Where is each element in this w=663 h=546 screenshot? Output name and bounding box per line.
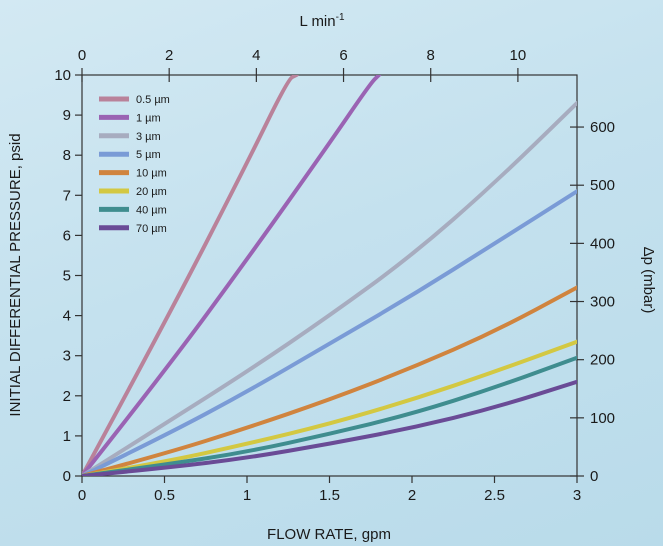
y-tick-label: 6 (63, 227, 71, 244)
series-line (82, 379, 577, 476)
series-line (82, 285, 577, 476)
y-tick-label: 0 (63, 468, 71, 485)
x-tick-label: 2.5 (484, 487, 505, 504)
x-tick-label: 0 (78, 487, 86, 504)
legend-label: 40 µm (136, 204, 167, 216)
y-tick-label: 3 (63, 348, 71, 365)
y-tick-label: 8 (63, 147, 71, 164)
x-axis-title: FLOW RATE, gpm (267, 526, 391, 543)
y2-tick-label: 500 (590, 177, 615, 194)
y2-axis-title: Δp (mbar) (640, 247, 657, 314)
legend-label: 1 µm (136, 112, 161, 124)
x2-tick-label: 0 (78, 47, 86, 64)
legend-label: 70 µm (136, 223, 167, 235)
y-tick-label: 1 (63, 428, 71, 445)
legend-label: 0.5 µm (136, 94, 170, 106)
y-axis-title: INITIAL DIFFERENTIAL PRESSURE, psid (7, 133, 24, 416)
y-tick-label: 10 (54, 67, 71, 84)
y2-tick-label: 0 (590, 468, 598, 485)
series-line (82, 75, 299, 476)
y2-tick-label: 400 (590, 235, 615, 252)
legend-label: 20 µm (136, 186, 167, 198)
y-tick-label: 2 (63, 388, 71, 405)
x2-tick-label: 4 (252, 47, 260, 64)
x-tick-label: 1 (243, 487, 251, 504)
series-lines (82, 75, 577, 476)
x-tick-label: 1.5 (319, 487, 340, 504)
series-line (82, 339, 577, 476)
y2-tick-label: 300 (590, 294, 615, 311)
series-line (82, 355, 577, 476)
y2-tick-label: 100 (590, 410, 615, 427)
y-tick-label: 4 (63, 308, 71, 325)
y2-tick-label: 600 (590, 119, 615, 136)
y-tick-label: 7 (63, 187, 71, 204)
y-tick-label: 5 (63, 268, 71, 285)
series-line (82, 189, 577, 476)
x2-tick-label: 6 (339, 47, 347, 64)
y2-tick-label: 200 (590, 352, 615, 369)
legend-label: 5 µm (136, 149, 161, 161)
x-tick-label: 0.5 (154, 487, 175, 504)
x2-tick-label: 8 (427, 47, 435, 64)
series-line (82, 101, 577, 476)
y-tick-label: 9 (63, 107, 71, 124)
legend: 0.5 µm 1 µm 3 µm 5 µm 10 µm 20 µm 40 µm 70 µm (99, 94, 170, 235)
x-tick-label: 3 (573, 487, 581, 504)
x2-tick-label: 10 (510, 47, 527, 64)
legend-label: 10 µm (136, 168, 167, 180)
x-tick-label: 2 (408, 487, 416, 504)
x2-axis-title: L min-1 (299, 12, 344, 30)
x2-axis-title-text: L min (299, 13, 335, 30)
x2-axis-title-sup: -1 (336, 12, 345, 23)
series-line (82, 75, 381, 476)
x2-tick-label: 2 (165, 47, 173, 64)
legend-label: 3 µm (136, 131, 161, 143)
